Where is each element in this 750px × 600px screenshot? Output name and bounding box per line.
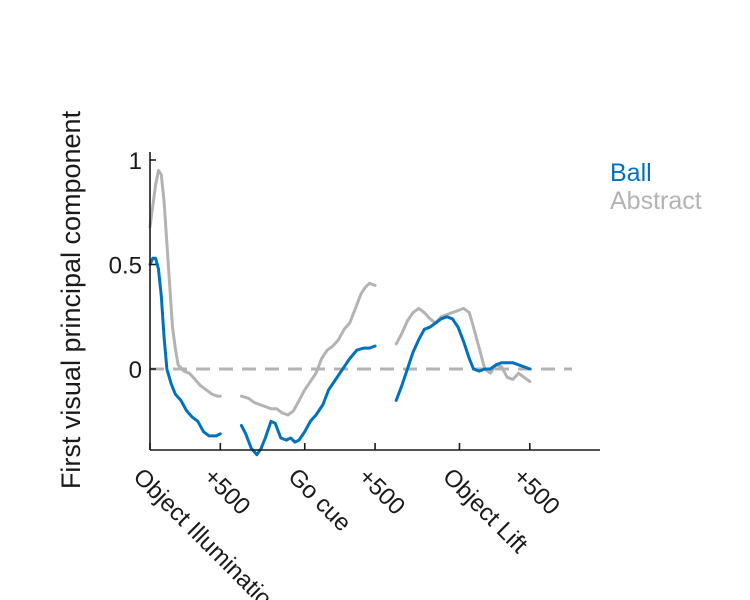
legend-item-ball: Ball bbox=[610, 159, 652, 187]
series-ball-segment-1 bbox=[148, 256, 222, 438]
series-abstract-segment-2 bbox=[239, 281, 377, 417]
legend-item-abstract: Abstract bbox=[610, 187, 702, 215]
x-tick-label-6: +500 bbox=[508, 463, 565, 520]
x-tick-label-2: +500 bbox=[198, 463, 255, 520]
series-abstract-segment-1 bbox=[148, 169, 222, 398]
series-abstract-segment-3 bbox=[394, 306, 532, 383]
x-tick-label-3: Go cue bbox=[282, 463, 356, 537]
series-ball-segment-3 bbox=[394, 315, 532, 402]
series-layer bbox=[148, 169, 532, 457]
series-ball-segment-2 bbox=[239, 344, 377, 457]
axes-layer bbox=[149, 152, 600, 451]
y-tick-label-2: 0.5 bbox=[109, 253, 142, 280]
x-tick-label-4: +500 bbox=[353, 463, 410, 520]
y-tick-label-3: 1 bbox=[129, 148, 142, 175]
y-axis-title: First visual principal component bbox=[56, 110, 86, 489]
y-tick-label-1: 0 bbox=[129, 357, 142, 384]
